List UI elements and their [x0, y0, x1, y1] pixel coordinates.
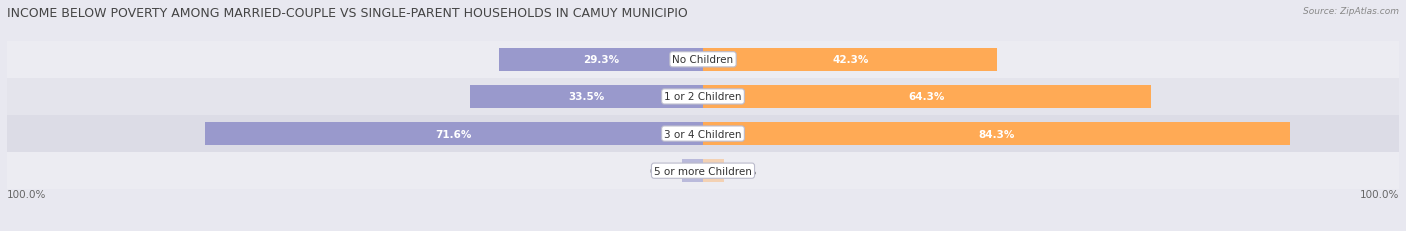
Text: 64.3%: 64.3% — [908, 92, 945, 102]
Bar — [7, 116, 1399, 152]
Bar — [703, 49, 997, 72]
Text: 84.3%: 84.3% — [979, 129, 1015, 139]
Text: 29.3%: 29.3% — [583, 55, 619, 65]
Bar — [703, 122, 1289, 146]
Text: 100.0%: 100.0% — [1360, 189, 1399, 199]
Text: INCOME BELOW POVERTY AMONG MARRIED-COUPLE VS SINGLE-PARENT HOUSEHOLDS IN CAMUY M: INCOME BELOW POVERTY AMONG MARRIED-COUPL… — [7, 7, 688, 20]
Text: 71.6%: 71.6% — [436, 129, 472, 139]
Bar — [703, 159, 724, 182]
Bar — [7, 152, 1399, 189]
Text: Source: ZipAtlas.com: Source: ZipAtlas.com — [1303, 7, 1399, 16]
Text: 1 or 2 Children: 1 or 2 Children — [664, 92, 742, 102]
Bar — [205, 122, 703, 146]
Bar — [7, 42, 1399, 79]
Text: 100.0%: 100.0% — [7, 189, 46, 199]
Text: 3 or 4 Children: 3 or 4 Children — [664, 129, 742, 139]
Text: 33.5%: 33.5% — [568, 92, 605, 102]
Bar — [7, 79, 1399, 116]
Text: 0.0%: 0.0% — [650, 166, 675, 176]
Text: No Children: No Children — [672, 55, 734, 65]
Text: 42.3%: 42.3% — [832, 55, 869, 65]
Bar — [499, 49, 703, 72]
Bar — [682, 159, 703, 182]
Bar — [470, 85, 703, 109]
Text: 5 or more Children: 5 or more Children — [654, 166, 752, 176]
Bar — [703, 85, 1150, 109]
Text: 0.0%: 0.0% — [731, 166, 756, 176]
